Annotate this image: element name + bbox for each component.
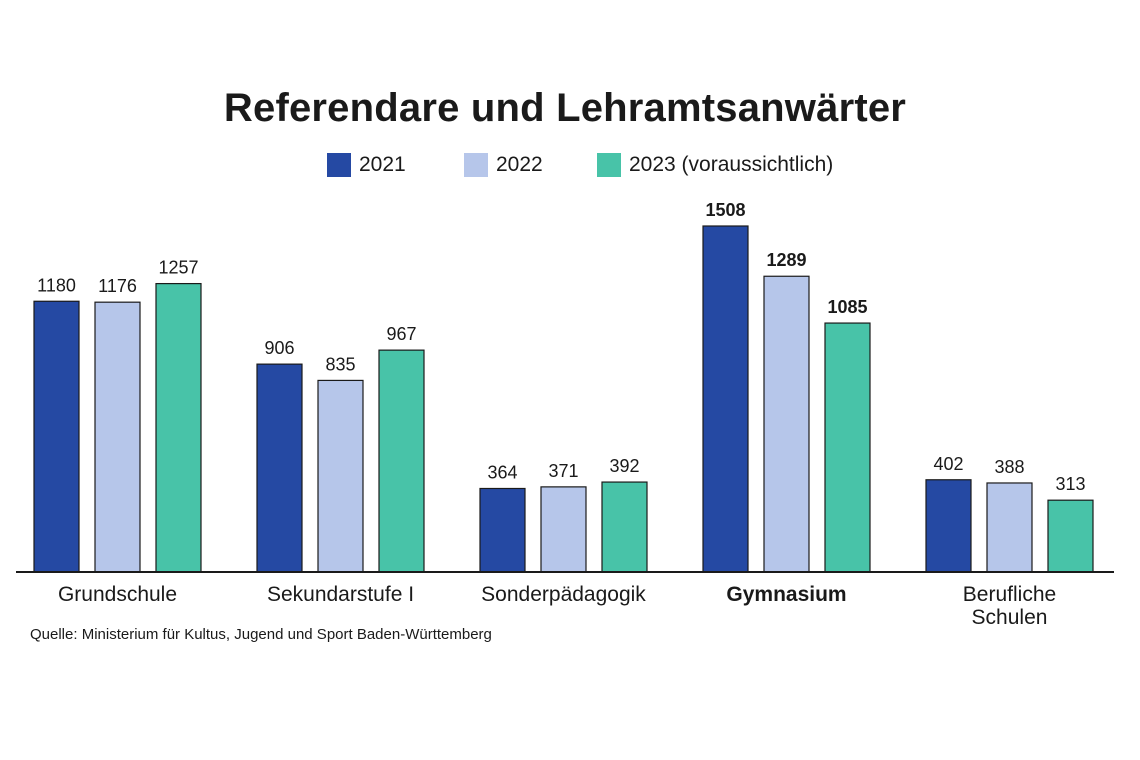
bar-berufliche-2023 <box>1047 499 1094 573</box>
value-label: 402 <box>933 454 963 474</box>
value-label: 906 <box>264 338 294 358</box>
bar-gymnasium-2021 <box>702 225 749 573</box>
bar-grundschule-2023 <box>155 282 202 573</box>
legend-label-2022: 2022 <box>496 153 543 176</box>
legend-label-2023: 2023 (voraussichtlich) <box>629 153 834 176</box>
bar-chart: 1180 1176 1257 Grundschule 906 835 967 Sekundar… <box>16 200 1114 629</box>
category-label: Grundschule <box>58 583 177 606</box>
value-label: 392 <box>609 456 639 476</box>
value-label: 1085 <box>827 297 867 317</box>
value-label: 388 <box>994 457 1024 477</box>
bar-sekundarstufe i-2021 <box>256 363 303 573</box>
category-label: Berufliche <box>963 583 1056 606</box>
bar-sekundarstufe i-2023 <box>378 349 425 573</box>
value-label: 1180 <box>37 275 76 295</box>
category-label: Sekundarstufe I <box>267 583 414 606</box>
bar-berufliche-2022 <box>986 482 1033 573</box>
value-label: 967 <box>386 324 416 344</box>
source-note: Quelle: Ministerium für Kultus, Jugend u… <box>30 626 492 643</box>
legend-item-2023: 2023 (voraussichtlich) <box>597 150 833 180</box>
category-label: Schulen <box>972 606 1048 629</box>
bar-grundschule-2022 <box>94 301 141 573</box>
bar-gymnasium-2023 <box>824 322 871 573</box>
value-label: 1289 <box>766 250 806 270</box>
bar-sekundarstufe i-2022 <box>317 379 364 573</box>
value-label: 1508 <box>705 200 745 220</box>
bar-berufliche-2021 <box>925 479 972 573</box>
value-label: 1257 <box>158 258 198 278</box>
legend-swatch-2021 <box>327 153 351 177</box>
chart-title: Referendare und Lehramtsanwärter <box>223 86 907 130</box>
category-label: Gymnasium <box>726 583 846 606</box>
legend: 2021 2022 2023 (voraussichtlich) <box>0 150 1140 180</box>
bar-grundschule-2021 <box>33 300 80 573</box>
value-label: 1176 <box>98 276 137 296</box>
bar-sonderpädagogik-2021 <box>479 487 526 573</box>
legend-item-2021: 2021 <box>327 150 406 180</box>
legend-item-2022: 2022 <box>464 150 543 180</box>
value-label: 364 <box>487 462 517 482</box>
value-label: 835 <box>325 354 355 374</box>
value-label: 313 <box>1055 474 1085 494</box>
legend-swatch-2023 <box>597 153 621 177</box>
bar-sonderpädagogik-2023 <box>601 481 648 573</box>
legend-swatch-2022 <box>464 153 488 177</box>
bar-sonderpädagogik-2022 <box>540 486 587 573</box>
legend-label-2021: 2021 <box>359 153 406 176</box>
value-label: 371 <box>548 461 578 481</box>
bar-gymnasium-2022 <box>763 275 810 573</box>
category-label: Sonderpädagogik <box>481 583 646 606</box>
